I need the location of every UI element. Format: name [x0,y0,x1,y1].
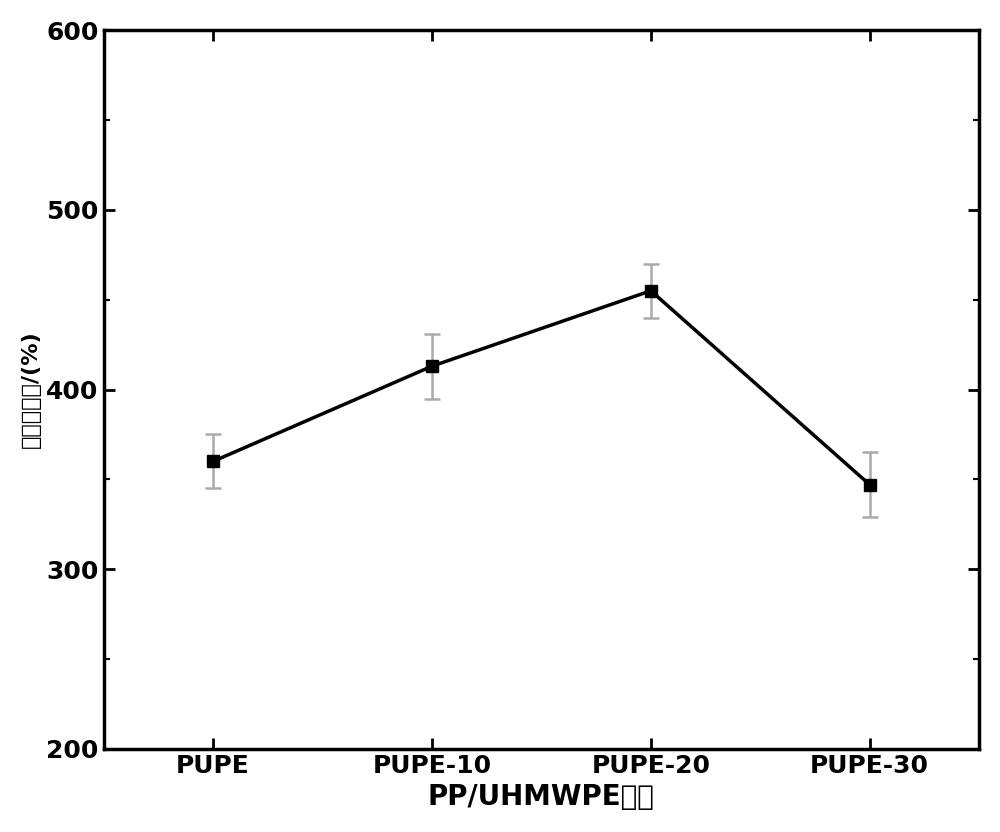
Y-axis label: 断裂伸长率/(%): 断裂伸长率/(%) [21,330,41,448]
X-axis label: PP/UHMWPE合金: PP/UHMWPE合金 [428,783,655,811]
